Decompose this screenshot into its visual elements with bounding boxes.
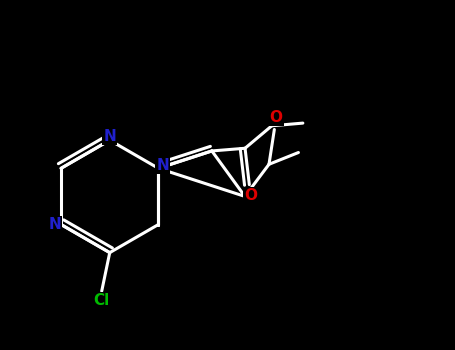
Text: N: N xyxy=(103,129,116,144)
Text: O: O xyxy=(270,110,283,125)
Text: N: N xyxy=(48,217,61,232)
Text: N: N xyxy=(157,158,169,173)
Text: Cl: Cl xyxy=(94,293,110,308)
Text: O: O xyxy=(244,188,257,203)
